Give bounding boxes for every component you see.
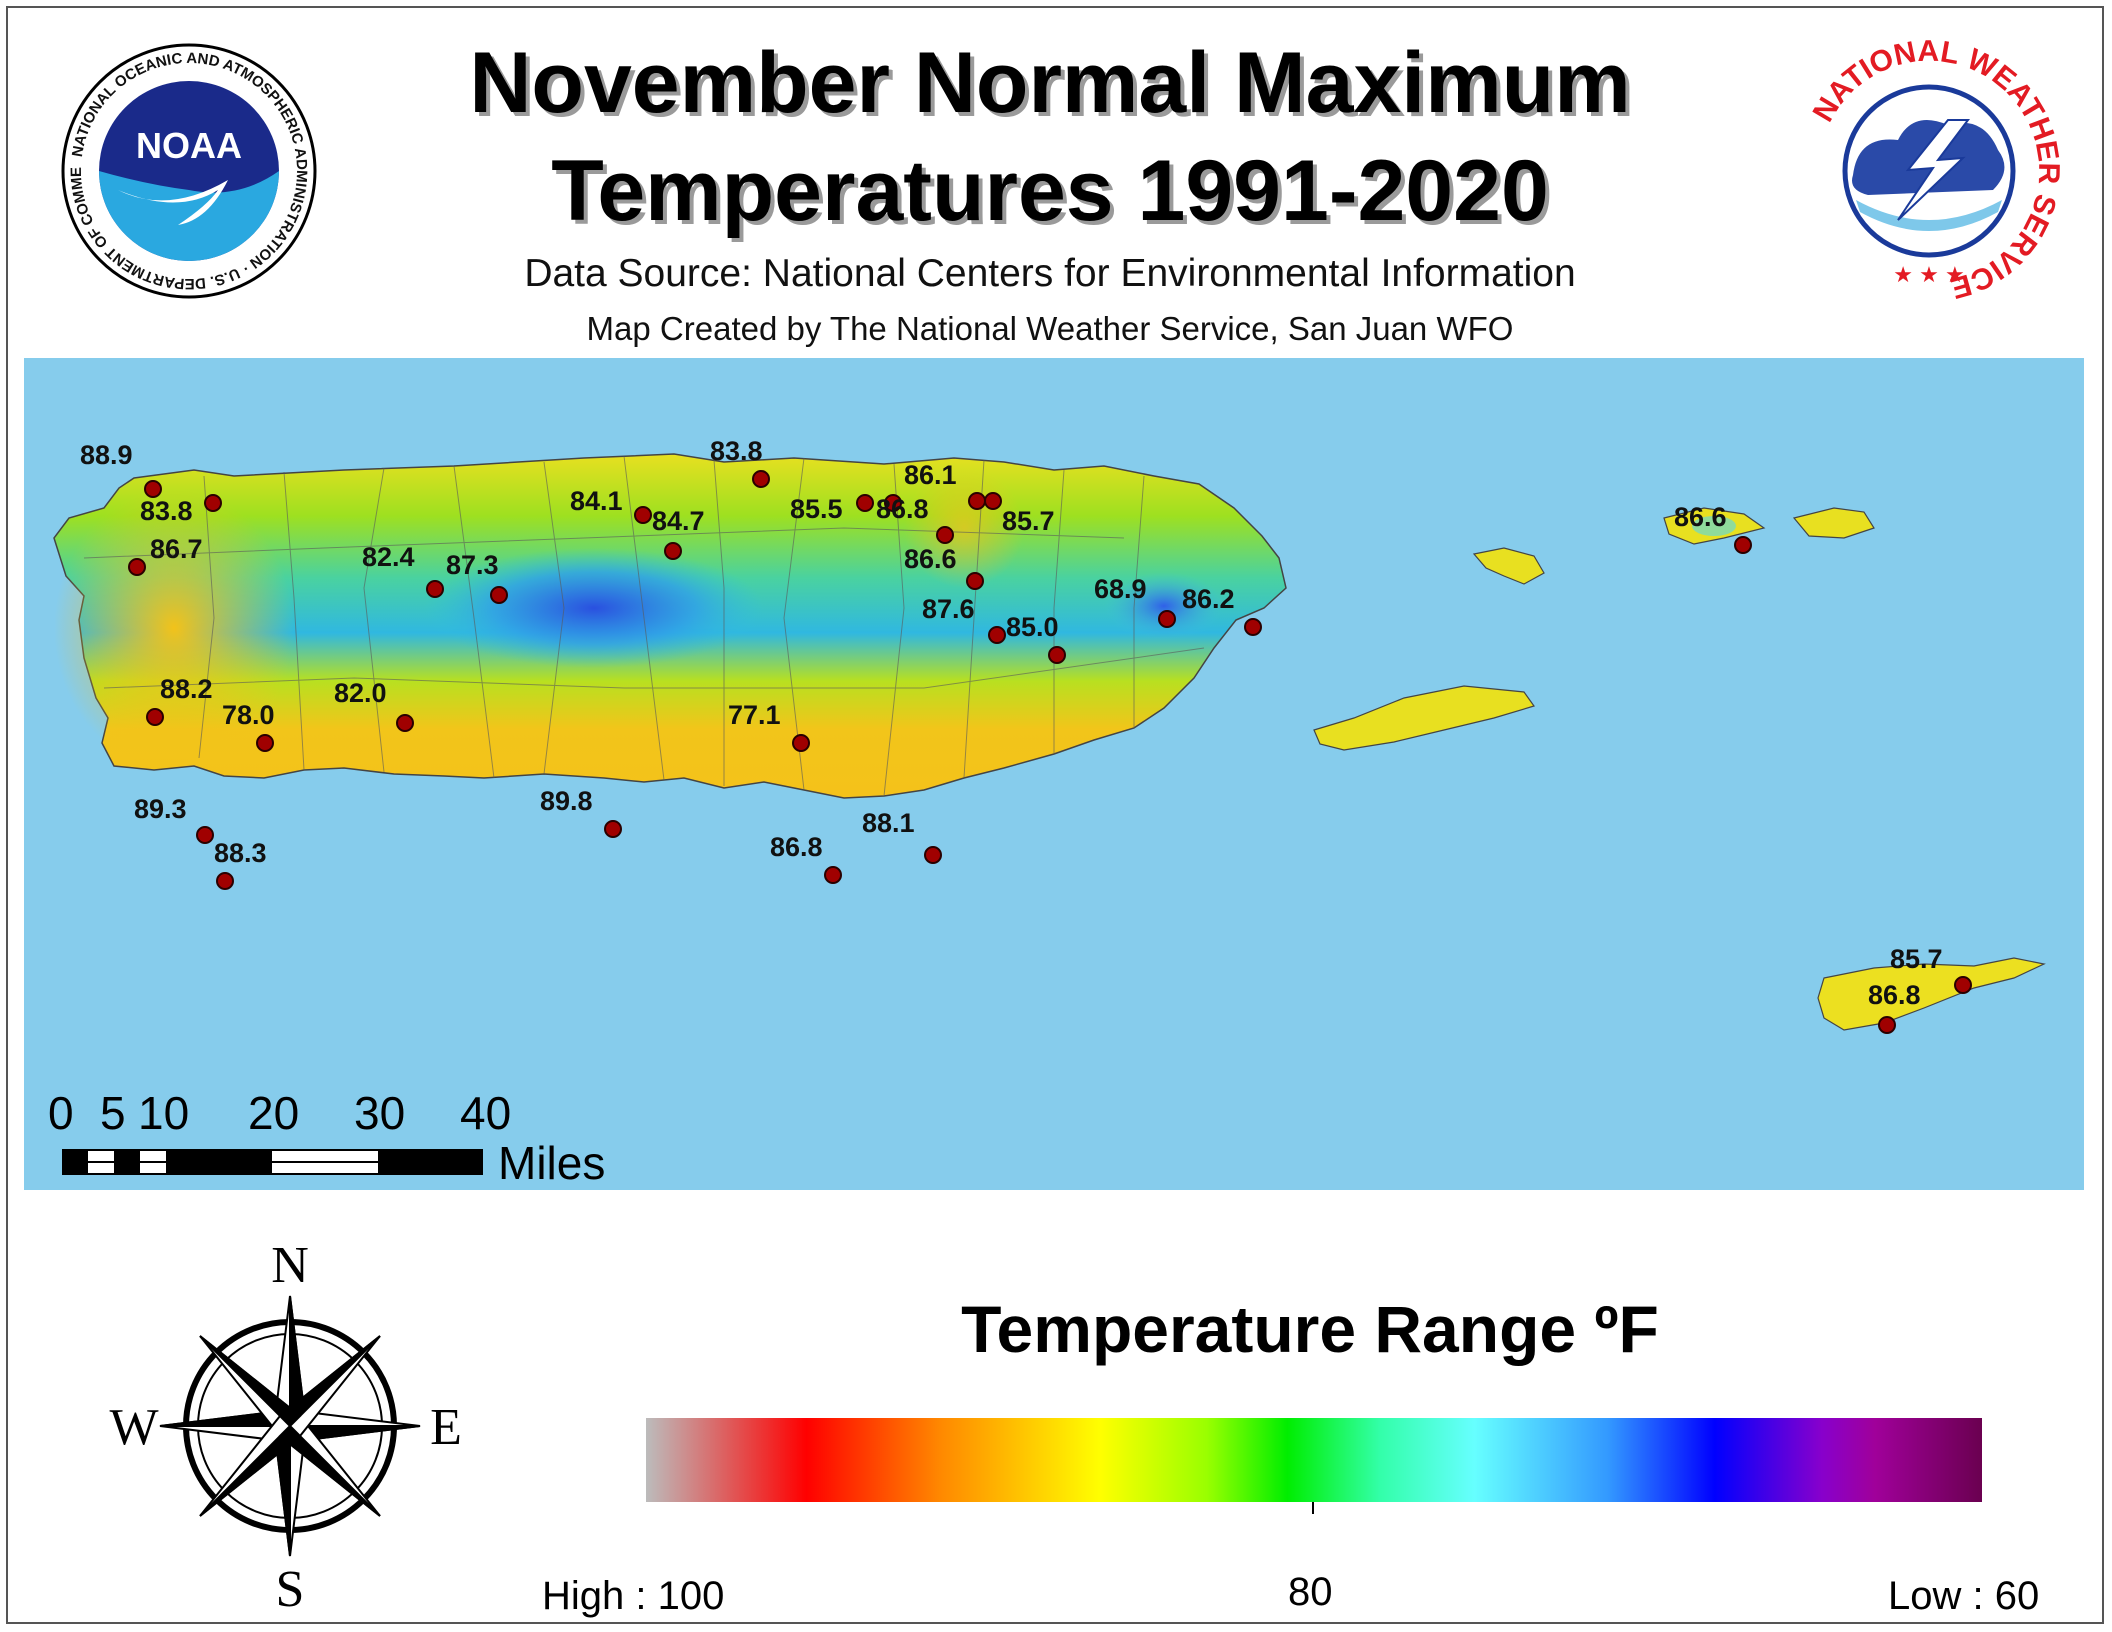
nws-stars-icon: ★ ★ ★	[1893, 262, 1964, 287]
station-marker	[792, 734, 810, 752]
scale-tick-10: 10	[138, 1087, 190, 1139]
scale-tick-0: 0	[48, 1087, 74, 1139]
temperature-colorbar	[646, 1418, 1982, 1502]
station-value: 82.0	[334, 678, 387, 708]
scale-tick-20: 20	[248, 1087, 300, 1139]
map-panel: 88.9 83.8 86.7 83.8 84.1 84.7 82.4 87.3 …	[24, 358, 2084, 1190]
station-value: 68.9	[1094, 574, 1147, 604]
station-marker	[426, 580, 444, 598]
station-value: 86.7	[150, 534, 203, 564]
station-marker	[604, 820, 622, 838]
station-marker	[204, 494, 222, 512]
nws-logo: NATIONAL WEATHER SERVICE ★ ★ ★	[1798, 35, 2065, 307]
map-title-line1: November Normal Maximum	[469, 35, 1631, 131]
station-value: 85.7	[1890, 944, 1943, 974]
station-value: 87.3	[446, 550, 499, 580]
station-marker	[396, 714, 414, 732]
station-value: 88.1	[862, 808, 915, 838]
station-marker	[752, 470, 770, 488]
station-value: 82.4	[362, 542, 415, 572]
station-value: 83.8	[710, 436, 763, 466]
legend-low-label: Low : 60	[1888, 1574, 2040, 1618]
colorbar-mid-tick	[1312, 1502, 1314, 1514]
station-marker	[144, 480, 162, 498]
station-marker	[1734, 536, 1752, 554]
station-marker	[936, 526, 954, 544]
scale-tick-5: 5	[100, 1087, 126, 1139]
station-marker	[128, 558, 146, 576]
map-credit-text: Map Created by The National Weather Serv…	[586, 310, 1514, 347]
station-marker	[824, 866, 842, 884]
station-marker	[216, 872, 234, 890]
legend-mid-label: 80	[1288, 1570, 1333, 1614]
station-value: 88.3	[214, 838, 267, 868]
scale-tick-30: 30	[354, 1087, 406, 1139]
station-marker	[634, 506, 652, 524]
station-value: 84.1	[570, 486, 623, 516]
station-value: 84.7	[652, 506, 705, 536]
station-value: 88.9	[80, 440, 133, 470]
station-value: 87.6	[922, 594, 975, 624]
station-marker	[856, 494, 874, 512]
station-value: 86.8	[1868, 980, 1921, 1010]
station-marker	[984, 492, 1002, 510]
station-value: 85.0	[1006, 612, 1059, 642]
station-value: 89.8	[540, 786, 593, 816]
station-value: 88.2	[160, 674, 213, 704]
station-value: 85.7	[1002, 506, 1055, 536]
station-value: 86.8	[770, 832, 823, 862]
station-value: 86.6	[1674, 502, 1727, 532]
scale-unit: Miles	[498, 1137, 606, 1189]
map-title-line2: Temperatures 1991-2020	[551, 143, 1549, 239]
noaa-center-text: NOAA	[136, 125, 242, 166]
station-marker	[1158, 610, 1176, 628]
station-value: 86.1	[904, 460, 957, 490]
station-marker	[988, 626, 1006, 644]
station-marker	[884, 494, 902, 512]
station-marker	[1048, 646, 1066, 664]
station-marker	[664, 542, 682, 560]
station-value: 86.2	[1182, 584, 1235, 614]
compass-w: W	[109, 1399, 158, 1456]
station-value: 89.3	[134, 794, 187, 824]
compass-s: S	[276, 1561, 305, 1616]
station-marker	[1244, 618, 1262, 636]
station-marker	[1954, 976, 1972, 994]
station-value: 77.1	[728, 700, 781, 730]
scale-bar	[62, 1149, 483, 1175]
station-value: 86.8	[876, 494, 929, 524]
station-marker	[146, 708, 164, 726]
station-marker	[1878, 1016, 1896, 1034]
island-map	[53, 453, 2046, 1031]
station-marker	[924, 846, 942, 864]
station-marker	[490, 586, 508, 604]
station-marker	[196, 826, 214, 844]
station-value: 85.5	[790, 494, 843, 524]
scale-tick-40: 40	[460, 1087, 512, 1139]
station-marker	[966, 572, 984, 590]
station-marker	[256, 734, 274, 752]
legend-title: Temperature Range ºF	[961, 1292, 1659, 1366]
noaa-logo: NATIONAL OCEANIC AND ATMOSPHERIC ADMINIS…	[53, 27, 320, 307]
compass-n: N	[271, 1237, 309, 1294]
station-value: 86.6	[904, 544, 957, 574]
data-source-text: Data Source: National Centers for Enviro…	[524, 252, 1576, 295]
station-value: 78.0	[222, 700, 275, 730]
compass-rose-icon: N S E W	[100, 1236, 480, 1621]
legend-high-label: High : 100	[542, 1574, 725, 1618]
station-value: 83.8	[140, 496, 193, 526]
compass-e: E	[430, 1399, 462, 1456]
